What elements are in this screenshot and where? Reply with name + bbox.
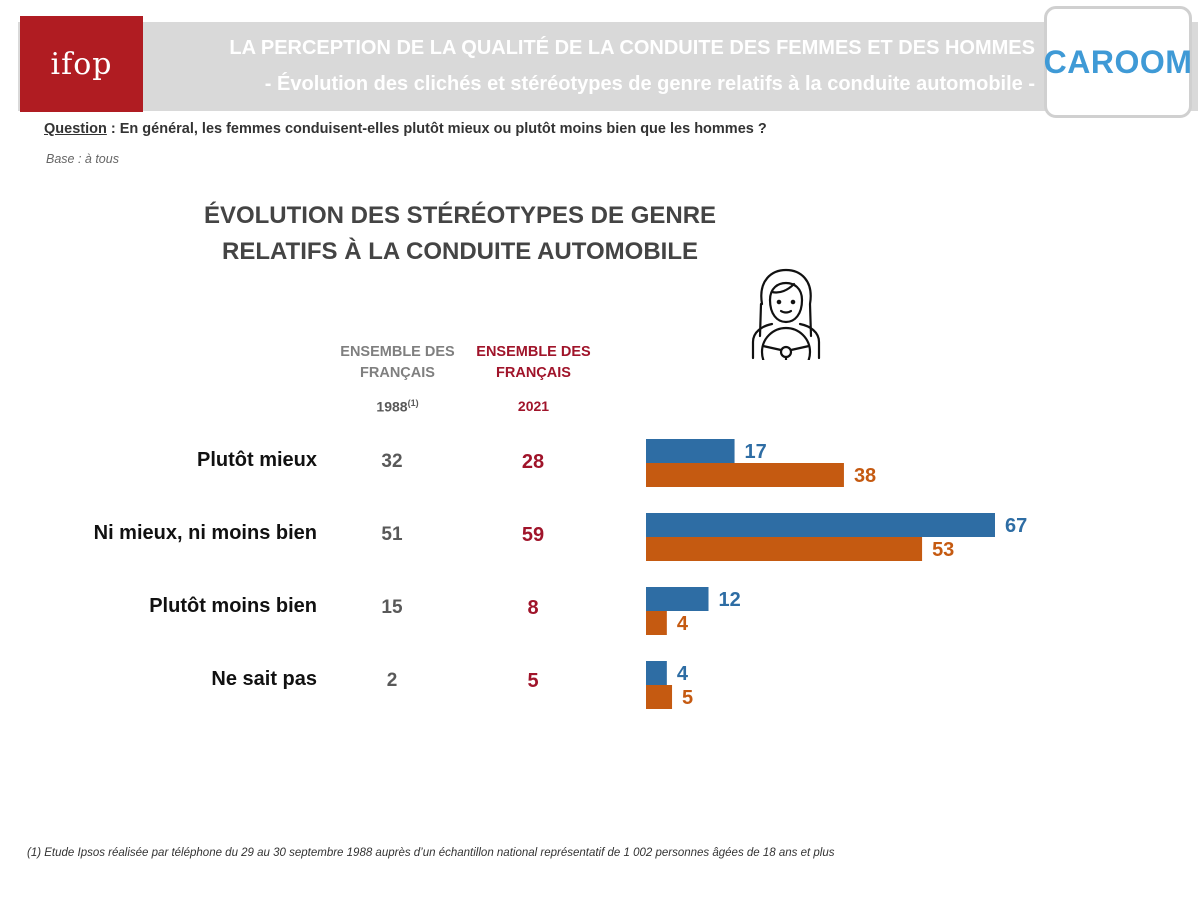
chart-title: ÉVOLUTION DES STÉRÉOTYPES DE GENRE RELAT… bbox=[160, 198, 760, 270]
column-header-2021-line1: ENSEMBLE DES bbox=[476, 344, 591, 360]
bar-value-label: 38 bbox=[854, 465, 876, 487]
column-header-2021-line2: FRANÇAIS bbox=[496, 365, 571, 381]
footnote-ref: (1) bbox=[407, 398, 419, 408]
bar bbox=[646, 513, 995, 537]
bar-value-label: 12 bbox=[719, 589, 741, 611]
column-header-2021: ENSEMBLE DES FRANÇAIS bbox=[466, 342, 601, 384]
ifop-logo-text: ifop bbox=[50, 46, 113, 82]
column-header-1988: ENSEMBLE DES FRANÇAIS bbox=[330, 342, 465, 384]
value-2021: 28 bbox=[521, 451, 545, 473]
row-label: Ni mieux, ni moins bien bbox=[93, 522, 317, 544]
header-title-line2: - Évolution des clichés et stéréotypes d… bbox=[264, 73, 1035, 95]
column-year-1988: 1988(1) bbox=[330, 398, 465, 415]
header-band bbox=[18, 22, 1198, 111]
bar-value-label: 4 bbox=[677, 613, 689, 635]
bar-value-label: 17 bbox=[745, 441, 767, 463]
bar bbox=[646, 611, 667, 635]
question-label: Question bbox=[44, 121, 107, 137]
row-label: Plutôt moins bien bbox=[149, 595, 317, 617]
ifop-logo: ifop bbox=[20, 16, 143, 112]
chart-title-line2: RELATIFS À LA CONDUITE AUTOMOBILE bbox=[222, 238, 698, 265]
woman-driver-icon bbox=[751, 268, 821, 360]
bar-value-label: 67 bbox=[1005, 515, 1027, 537]
bar bbox=[646, 685, 673, 709]
bar-value-label: 4 bbox=[677, 663, 689, 685]
value-1988: 15 bbox=[381, 597, 403, 618]
footnote: (1) Etude Ipsos réalisée par téléphone d… bbox=[27, 847, 835, 859]
row-label: Plutôt mieux bbox=[196, 449, 317, 471]
bar-value-label: 5 bbox=[682, 687, 693, 709]
column-year-2021: 2021 bbox=[517, 398, 550, 414]
row-label: Ne sait pas bbox=[211, 668, 317, 690]
value-2021: 8 bbox=[527, 597, 539, 619]
value-2021: 5 bbox=[527, 670, 539, 692]
value-1988: 2 bbox=[386, 670, 398, 691]
caroom-logo-text: CAROOM bbox=[1043, 43, 1193, 80]
question-text: : En général, les femmes conduisent-elle… bbox=[106, 121, 767, 137]
value-1988: 32 bbox=[381, 451, 403, 472]
value-2021: 59 bbox=[521, 524, 545, 546]
bar bbox=[646, 463, 844, 487]
value-1988: 51 bbox=[381, 524, 403, 545]
bar bbox=[646, 661, 667, 685]
caroom-logo: CAROOM bbox=[1044, 6, 1192, 118]
question: Question : En général, les femmes condui… bbox=[44, 121, 767, 137]
bar bbox=[646, 439, 735, 463]
column-header-1988-line2: FRANÇAIS bbox=[360, 365, 435, 381]
bar bbox=[646, 587, 709, 611]
bar-value-label: 53 bbox=[932, 539, 954, 561]
base-note: Base : à tous bbox=[46, 152, 119, 166]
header-title-line1: LA PERCEPTION DE LA QUALITÉ DE LA CONDUI… bbox=[229, 37, 1035, 59]
year-1988: 1988 bbox=[376, 398, 408, 415]
bar bbox=[646, 537, 923, 561]
chart-title-line1: ÉVOLUTION DES STÉRÉOTYPES DE GENRE bbox=[203, 202, 717, 229]
column-header-1988-line1: ENSEMBLE DES bbox=[340, 344, 455, 360]
